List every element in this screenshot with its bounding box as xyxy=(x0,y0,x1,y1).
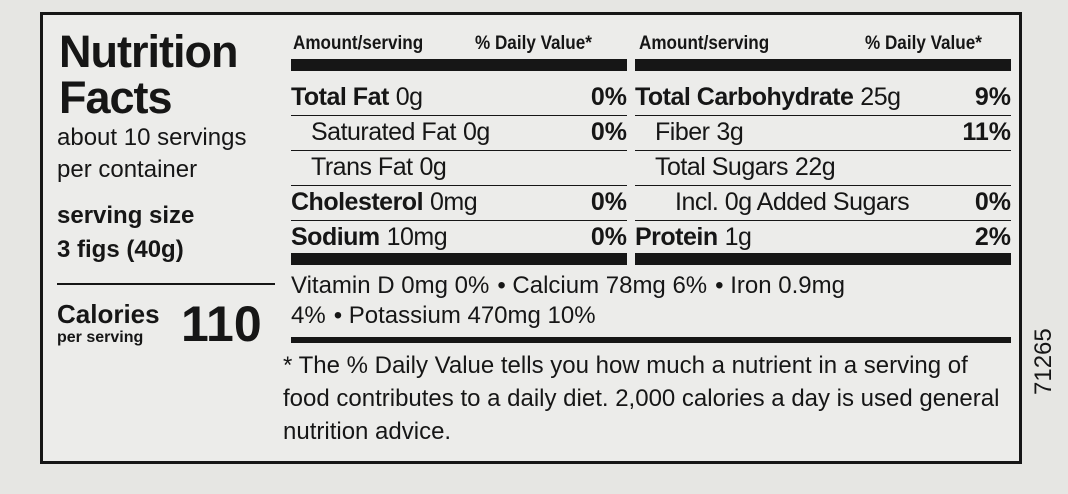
nutrient-row: Fiber 3g 11% xyxy=(635,116,1011,151)
nutrient-amount: 1g xyxy=(724,223,752,251)
nutrient-row: Total Fat 0g 0% xyxy=(291,81,627,116)
vitamin: Vitamin D 0mg 0% xyxy=(291,272,490,299)
header: % Daily Value* xyxy=(865,33,982,54)
nutrient-amount: 0g xyxy=(419,153,447,181)
nutrient-row: Saturated Fat 0g 0% xyxy=(291,116,627,151)
rule xyxy=(291,337,1011,343)
daily-value: 0% xyxy=(590,83,627,111)
vitamins: Vitamin D 0mg 0%Calcium 78mg 6%Iron 0.9m… xyxy=(291,271,991,331)
vitamin: Potassium 470mg 10% xyxy=(334,302,596,329)
side-code: 71265 xyxy=(1030,328,1057,395)
daily-value: 0% xyxy=(590,118,627,146)
nutrient-row: Total Carbohydrate 25g 9% xyxy=(635,81,1011,116)
nutrient-name: Total Carbohydrate xyxy=(635,83,854,111)
vitamin: Calcium 78mg 6% xyxy=(497,272,707,299)
daily-value: 0% xyxy=(590,223,627,251)
nutrient-row: Trans Fat 0g xyxy=(291,151,627,186)
nutrient-name: Incl. 0g Added Sugars xyxy=(675,188,910,216)
thick-rule xyxy=(635,59,1011,71)
footnote: * The % Daily Value tells you how much a… xyxy=(283,352,1000,445)
nutrient-name: Total Sugars xyxy=(655,153,788,181)
thick-rule xyxy=(291,253,627,265)
nutrient-name: Total Fat xyxy=(291,83,389,111)
nutrient-amount: 0g xyxy=(462,118,490,146)
left-column: Total Fat 0g 0% Saturated Fat 0g 0% Trans Fa… xyxy=(291,81,627,255)
nutrient-amount: 3g xyxy=(716,118,744,146)
servings-line: per container xyxy=(57,156,198,183)
nutrient-row: Cholesterol 0mg 0% xyxy=(291,186,627,221)
header: Amount/serving xyxy=(293,33,424,54)
nutrient-amount: 0mg xyxy=(429,188,478,216)
header: % Daily Value* xyxy=(475,33,592,54)
daily-value: 11% xyxy=(962,118,1011,146)
nutrient-name: Sodium xyxy=(291,223,380,251)
nutrient-row: Incl. 0g Added Sugars 0% xyxy=(635,186,1011,221)
nutrient-name: Saturated Fat xyxy=(311,118,456,146)
calories-label: Calories xyxy=(57,299,160,329)
daily-value: 0% xyxy=(974,188,1011,216)
nutrient-name: Cholesterol xyxy=(291,188,424,216)
serving-size-value: 3 figs (40g) xyxy=(57,236,184,263)
right-column: Total Carbohydrate 25g 9% Fiber 3g 11% Total… xyxy=(635,81,1011,255)
thick-rule xyxy=(291,59,627,71)
daily-value: 2% xyxy=(974,223,1011,251)
calories-sublabel: per serving xyxy=(57,329,144,346)
rule xyxy=(57,283,275,285)
nutrient-row: Protein 1g 2% xyxy=(635,221,1011,255)
header: Amount/serving xyxy=(639,33,770,54)
serving-size-label: serving size xyxy=(57,202,195,229)
nutrition-label: Nutrition Facts about 10 servings per co… xyxy=(40,12,1022,464)
nutrient-row: Total Sugars 22g xyxy=(635,151,1011,186)
nutrient-name: Trans Fat xyxy=(311,153,413,181)
nutrient-row: Sodium 10mg 0% xyxy=(291,221,627,255)
nutrient-amount: 0g xyxy=(395,83,423,111)
nutrient-name: Protein xyxy=(635,223,718,251)
nutrient-amount: 22g xyxy=(794,153,836,181)
thick-rule xyxy=(635,253,1011,265)
daily-value: 9% xyxy=(974,83,1011,111)
nutrient-amount: 25g xyxy=(860,83,901,111)
title-line: Nutrition xyxy=(59,26,238,77)
nutrient-amount: 10mg xyxy=(386,223,448,251)
title-line: Facts xyxy=(59,72,173,123)
daily-value: 0% xyxy=(590,188,627,216)
servings-line: about 10 servings xyxy=(57,124,247,151)
calories-value: 110 xyxy=(181,296,262,352)
nutrient-name: Fiber xyxy=(655,118,710,146)
